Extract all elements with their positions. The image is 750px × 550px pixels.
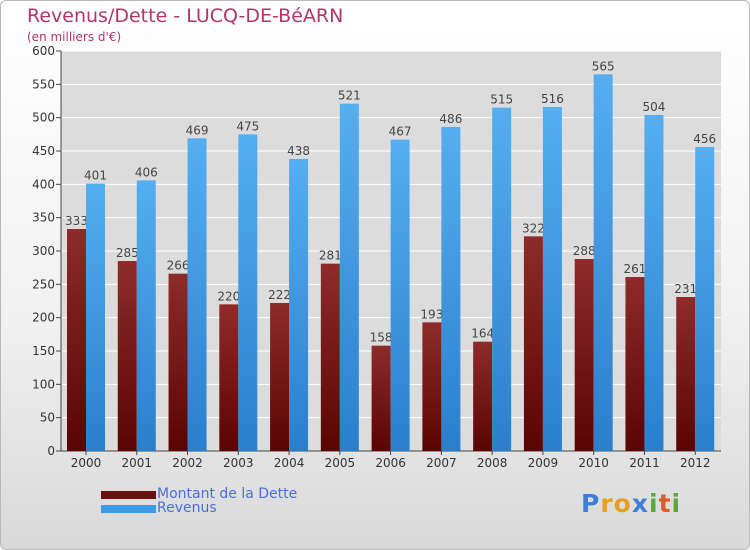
logo-letter: i [671, 489, 682, 518]
data-label-revenue: 504 [643, 100, 666, 114]
legend-label-revenue: Revenus [157, 500, 217, 516]
data-label-debt: 220 [217, 289, 240, 303]
logo-letter: P [581, 489, 601, 518]
bar-revenue [593, 74, 613, 451]
y-tick-label: 350 [32, 211, 55, 225]
bar-debt [320, 263, 340, 451]
data-label-debt: 231 [674, 282, 697, 296]
logo-letter: o [613, 489, 632, 518]
data-label-revenue: 486 [439, 112, 462, 126]
y-tick-label: 550 [32, 77, 55, 91]
data-label-revenue: 406 [135, 165, 158, 179]
data-label-revenue: 521 [338, 89, 361, 103]
bar-debt [422, 322, 442, 451]
y-tick-label: 500 [32, 111, 55, 125]
data-label-revenue: 475 [236, 119, 259, 133]
bar-revenue [238, 134, 258, 452]
bar-debt [625, 277, 645, 451]
bar-revenue [136, 180, 156, 452]
x-tick-label: 2007 [426, 456, 457, 470]
x-tick-label: 2012 [680, 456, 711, 470]
data-label-debt: 322 [522, 221, 545, 235]
logo-letter: i [649, 489, 659, 518]
bar-revenue [289, 159, 309, 451]
data-label-debt: 158 [370, 331, 393, 345]
bar-revenue [86, 183, 105, 451]
bar-revenue [187, 138, 207, 452]
bar-revenue [695, 147, 715, 451]
bar-revenue [441, 127, 461, 451]
bar-debt [574, 259, 594, 451]
proxiti-logo: Proxiti [581, 489, 681, 518]
x-tick-label: 2005 [325, 456, 356, 470]
data-label-revenue: 467 [389, 125, 412, 139]
data-label-debt: 281 [319, 249, 342, 263]
bar-revenue [390, 139, 410, 451]
data-label-revenue: 515 [490, 93, 513, 107]
bar-revenue [542, 107, 562, 451]
y-tick-label: 0 [47, 444, 55, 458]
x-tick-label: 2004 [274, 456, 305, 470]
data-label-debt: 333 [65, 214, 88, 228]
x-tick-label: 2006 [375, 456, 406, 470]
x-tick-label: 2010 [578, 456, 609, 470]
data-label-revenue: 565 [592, 59, 615, 73]
bar-revenue [492, 107, 512, 452]
x-tick-label: 2003 [223, 456, 254, 470]
bar-debt [523, 236, 543, 451]
chart-title: Revenus/Dette - LUCQ-DE-BéARN [27, 5, 344, 27]
y-tick-label: 50 [40, 411, 55, 425]
logo-letter: r [600, 489, 614, 518]
data-label-revenue: 516 [541, 92, 564, 106]
bar-debt [371, 345, 391, 451]
legend-label-debt: Montant de la Dette [157, 486, 298, 502]
data-label-debt: 261 [624, 262, 647, 276]
bar-debt [219, 304, 239, 451]
y-tick-label: 200 [32, 311, 55, 325]
bar-debt [270, 303, 290, 451]
data-label-revenue: 401 [84, 169, 107, 183]
y-tick-label: 150 [32, 344, 55, 358]
data-label-debt: 285 [116, 246, 139, 260]
data-label-debt: 266 [167, 259, 190, 273]
data-label-debt: 288 [573, 244, 596, 258]
bar-debt [473, 341, 493, 451]
data-label-debt: 164 [471, 327, 494, 341]
x-tick-label: 2001 [121, 456, 152, 470]
y-tick-label: 600 [32, 44, 55, 58]
x-tick-label: 2009 [528, 456, 559, 470]
data-label-revenue: 438 [287, 144, 310, 158]
x-tick-label: 2000 [71, 456, 102, 470]
bar-debt [168, 273, 188, 451]
logo-letter: x [631, 489, 649, 518]
y-tick-label: 250 [32, 277, 55, 291]
data-label-revenue: 469 [186, 123, 209, 137]
bar-debt [676, 297, 696, 451]
legend-swatch-revenue [101, 505, 156, 513]
data-label-revenue: 456 [693, 132, 716, 146]
bar-debt [67, 229, 86, 451]
data-label-debt: 222 [268, 288, 291, 302]
x-tick-label: 2008 [477, 456, 508, 470]
y-tick-label: 100 [32, 377, 55, 391]
x-tick-label: 2002 [172, 456, 203, 470]
data-label-debt: 193 [420, 307, 443, 321]
bar-debt [117, 261, 137, 451]
logo-letter: t [658, 489, 672, 518]
y-tick-label: 300 [32, 244, 55, 258]
y-tick-label: 400 [32, 177, 55, 191]
x-tick-label: 2011 [629, 456, 660, 470]
chart-subtitle: (en milliers d'€) [27, 30, 122, 44]
legend-swatch-debt [101, 491, 156, 499]
y-tick-label: 450 [32, 144, 55, 158]
bar-revenue [339, 103, 359, 452]
bar-revenue [644, 115, 664, 451]
